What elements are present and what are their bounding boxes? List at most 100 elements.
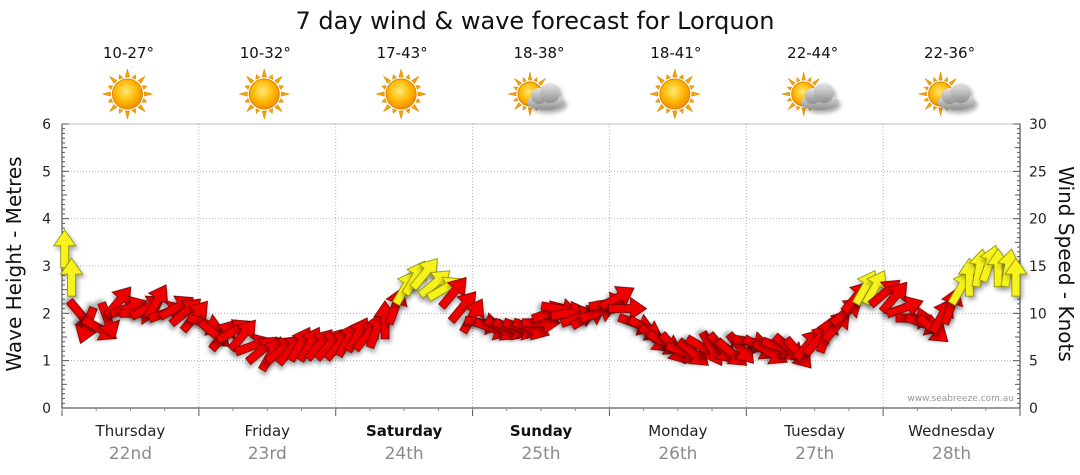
sun-ray	[382, 103, 392, 113]
cloud-part	[950, 83, 971, 103]
sun-ray	[648, 91, 659, 97]
sun-ray	[141, 85, 148, 91]
right-tick-label: 0	[1029, 401, 1038, 417]
left-y-axis: 0 1 2 3 4 5 6	[42, 117, 69, 417]
sun-ray	[507, 91, 517, 97]
sun-ray	[514, 78, 522, 86]
sun-ray	[244, 97, 250, 103]
wind-arrow-shape	[59, 257, 84, 297]
sun-ray	[398, 68, 404, 78]
left-tick-label: 5	[42, 164, 51, 180]
sun-ray	[796, 76, 801, 83]
partly-cloudy-icon	[781, 71, 839, 117]
sun-ray	[278, 97, 285, 103]
left-tick-label: 2	[42, 306, 51, 322]
day-temperature: 18-38°	[513, 44, 564, 62]
sun-ray	[411, 75, 420, 85]
sun-ray	[678, 74, 684, 80]
sun-ray	[118, 74, 124, 80]
sun-ray	[656, 103, 665, 113]
sun-ray	[691, 91, 701, 97]
sun-ray	[405, 108, 410, 114]
sun-ray	[514, 102, 522, 110]
left-tick-label: 4	[42, 212, 51, 228]
sun-ray	[918, 91, 927, 97]
sun-ray	[811, 78, 820, 86]
sun-ray	[672, 68, 678, 78]
day-name-label: Wednesday	[908, 422, 995, 440]
sun-ray	[141, 97, 148, 103]
sun-ray	[101, 91, 111, 97]
sun-ray	[381, 85, 387, 91]
sun-ray	[244, 85, 250, 91]
wind-arrow	[143, 284, 169, 321]
wind-arrow-shape	[97, 301, 121, 340]
sun-ray	[672, 110, 678, 120]
sun-ray	[924, 78, 933, 86]
sun-ray	[786, 86, 792, 91]
cloud-shape	[527, 83, 565, 110]
day-temperature: 17-43°	[377, 44, 428, 62]
right-tick-label: 25	[1029, 164, 1047, 180]
day-date-label: 26th	[658, 444, 697, 464]
sun-ray	[381, 97, 387, 103]
sun-ray	[392, 108, 398, 114]
sun-ray	[666, 74, 671, 80]
day-temperature: 10-27°	[103, 44, 154, 62]
sun-ray	[392, 74, 398, 80]
sun-ray	[923, 86, 929, 91]
left-tick-label: 6	[42, 117, 51, 133]
day-name-label: Friday	[245, 422, 291, 440]
sun-ray	[238, 91, 248, 97]
day-temperature: 22-36°	[924, 44, 975, 62]
left-tick-label: 3	[42, 259, 51, 275]
sun-ray	[411, 103, 420, 113]
partly-cloudy-icon	[918, 71, 976, 117]
sun-ray	[938, 107, 943, 117]
sun-ray	[107, 97, 114, 103]
sun-ray	[255, 74, 261, 80]
day-temperature: 10-32°	[240, 44, 291, 62]
sun-ray	[268, 74, 274, 80]
wind-arrow	[59, 257, 84, 297]
sun-disc	[385, 78, 417, 110]
x-axis: Thursday 22nd Friday 23rd Saturday 24th Sunday…	[61, 407, 1021, 464]
sun-ray	[781, 91, 791, 97]
sun-ray	[538, 78, 546, 86]
right-tick-label: 10	[1029, 306, 1047, 322]
sun-ray	[938, 71, 943, 81]
right-axis-label: Wind Speed - Knots	[1054, 166, 1078, 362]
day-name-label: Thursday	[95, 422, 166, 440]
day-date-label: 25th	[521, 444, 560, 464]
sun-disc	[248, 78, 280, 110]
sun-disc	[659, 78, 691, 110]
sun-ray	[933, 76, 938, 83]
sun-ray	[787, 102, 796, 110]
sun-ray	[786, 97, 792, 102]
sun-ray	[806, 76, 811, 83]
sun-ray	[261, 110, 267, 120]
sun-ray	[144, 91, 154, 97]
sun-ray	[527, 107, 533, 117]
sun-ray	[527, 71, 533, 81]
right-tick-label: 30	[1029, 117, 1047, 133]
sun-ray	[398, 110, 404, 120]
sun-ray	[137, 103, 146, 113]
sun-ray	[512, 86, 519, 91]
sun-ray	[118, 108, 124, 114]
sun-ray	[654, 85, 661, 91]
sunny-icon	[375, 68, 428, 120]
day-name-label: Saturday	[366, 422, 443, 440]
sun-ray	[280, 91, 291, 97]
wind-arrow-shape	[459, 298, 485, 335]
sun-ray	[689, 97, 695, 103]
day-date-label: 27th	[795, 444, 834, 464]
day-date-label: 28th	[932, 444, 971, 464]
sun-ray	[796, 105, 801, 112]
left-tick-label: 0	[42, 401, 51, 417]
day-date-label: 23rd	[248, 444, 287, 464]
wind-arrow	[459, 298, 485, 335]
day-date-label: 24th	[385, 444, 424, 464]
sun-ray	[245, 103, 255, 113]
